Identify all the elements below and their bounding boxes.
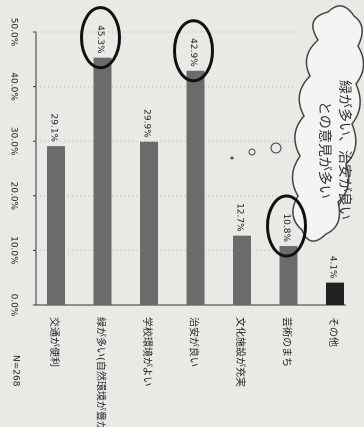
x-tick-label: 治安が良い — [188, 317, 201, 367]
x-tick-label: 交通が便利 — [48, 317, 61, 367]
value-label: 42.9% — [188, 38, 198, 67]
cloud-dot — [230, 156, 234, 160]
y-tick-label: 10.0% — [9, 236, 19, 265]
bar — [47, 146, 65, 305]
value-label: 29.1% — [49, 114, 59, 143]
y-tick-label: 30.0% — [9, 127, 19, 156]
value-label: 29.9% — [142, 109, 152, 138]
x-tick-label: その他 — [327, 317, 340, 347]
highlight-ring — [266, 194, 307, 258]
value-label: 12.7% — [235, 203, 245, 232]
cloud-dot — [270, 142, 282, 154]
bar — [279, 246, 298, 305]
bar — [93, 57, 112, 305]
bar — [326, 282, 344, 305]
x-tick-label: 緑が多い(自然環境が豊か) — [95, 317, 108, 427]
sample-size: N=268 — [11, 355, 21, 387]
highlight-ring — [80, 6, 121, 70]
annotation: 緑が多い、治安が良い — [336, 80, 353, 220]
y-tick-label: 40.0% — [9, 72, 19, 101]
y-tick-label: 0.0% — [9, 294, 19, 317]
bar — [186, 70, 205, 306]
x-tick-label: 芸術のまち — [281, 317, 294, 367]
y-tick-label: 50.0% — [9, 18, 19, 47]
x-tick-label: 学校環境がよい — [141, 317, 154, 387]
highlight-ring — [173, 19, 214, 83]
bar — [140, 141, 158, 305]
y-tick-label: 20.0% — [9, 182, 19, 211]
annotation: との意見が多い — [316, 101, 333, 199]
value-label: 4.1% — [328, 256, 338, 279]
bar — [233, 235, 251, 305]
value-label: 45.3% — [95, 25, 105, 54]
value-label: 10.8% — [281, 213, 291, 242]
callout-cloud — [291, 5, 364, 242]
cloud-dot — [248, 148, 256, 156]
x-tick-label: 文化施設が充実 — [234, 317, 247, 387]
